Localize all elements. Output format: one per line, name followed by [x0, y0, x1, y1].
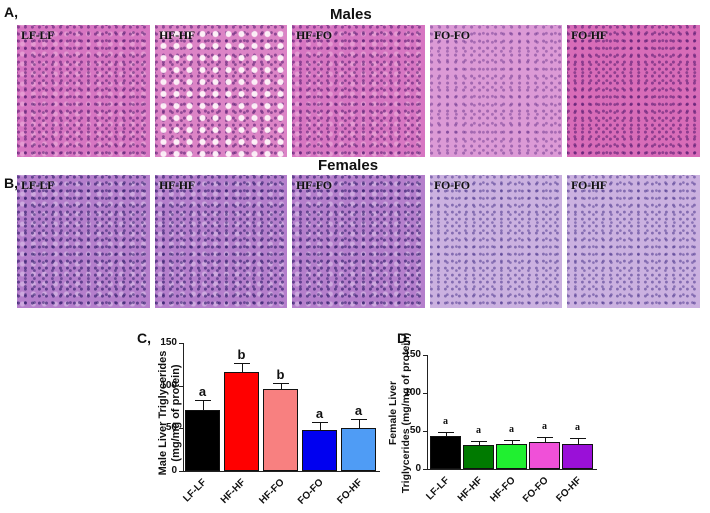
micrograph-female-lf-lf: LF-LF — [17, 175, 150, 308]
bar-fo-fo — [529, 441, 560, 469]
error-bar — [241, 362, 243, 372]
y-tick-label: 50 — [409, 425, 421, 436]
error-cap — [194, 400, 211, 402]
error-cap — [470, 440, 487, 442]
panel-d-letter: D, — [397, 330, 411, 346]
bar-lf-lf — [430, 436, 461, 469]
micrograph-label: HF-FO — [296, 178, 332, 192]
y-tick-label: 50 — [165, 422, 177, 434]
bar-fo-hf — [341, 428, 376, 471]
significance-letter: b — [237, 346, 246, 362]
x-category-label: FO-HF — [334, 477, 365, 507]
significance-letter: a — [575, 421, 580, 433]
bar-hf-hf — [224, 372, 259, 471]
error-bar — [577, 437, 579, 444]
bar-hf-fo — [263, 389, 298, 471]
error-bar — [445, 431, 447, 437]
significance-letter: a — [198, 384, 207, 400]
error-bar — [280, 383, 282, 390]
micrograph-female-fo-fo: FO-FO — [430, 175, 562, 308]
panel-b-letter: B, — [4, 175, 18, 191]
micrograph-label: FO-FO — [434, 28, 470, 42]
bar-fo-hf — [562, 443, 593, 469]
x-category-label: HF-HF — [218, 477, 248, 506]
error-bar — [319, 422, 321, 431]
y-tick-label: 0 — [415, 463, 421, 474]
error-bar — [358, 418, 360, 429]
y-tick-label: 100 — [160, 379, 177, 391]
error-bar — [544, 437, 546, 442]
panel-a-letter: A, — [4, 4, 18, 20]
bar-hf-hf — [463, 444, 494, 469]
y-tick — [423, 469, 427, 470]
micrograph-male-lf-lf: LF-LF — [17, 25, 150, 157]
x-category-label: LF-LF — [423, 475, 452, 503]
error-cap — [503, 440, 520, 442]
y-tick — [179, 428, 183, 430]
error-cap — [233, 362, 250, 364]
x-axis — [183, 471, 380, 472]
x-category-label: HF-FO — [487, 475, 518, 505]
micrograph-male-hf-fo: HF-FO — [292, 25, 425, 157]
y-tick — [423, 431, 427, 432]
significance-letter: a — [542, 421, 547, 433]
micrograph-label: FO-HF — [571, 178, 607, 192]
y-tick-label: 150 — [404, 349, 421, 360]
micrograph-label: HF-FO — [296, 28, 332, 42]
error-cap — [569, 437, 586, 439]
y-tick — [179, 343, 183, 344]
y-tick — [423, 355, 427, 356]
y-tick-label: 150 — [160, 337, 177, 348]
significance-letter: a — [443, 415, 448, 427]
error-bar — [511, 440, 513, 444]
y-tick — [423, 393, 427, 394]
micrograph-label: FO-FO — [434, 178, 470, 192]
micrograph-female-fo-hf: FO-HF — [567, 175, 700, 308]
micrograph-female-hf-hf: HF-HF — [155, 175, 287, 308]
x-category-label: HF-FO — [256, 477, 287, 507]
x-category-label: FO-FO — [520, 475, 551, 505]
y-axis — [183, 343, 184, 471]
significance-letter: a — [509, 424, 514, 436]
error-cap — [536, 437, 553, 439]
y-tick-label: 100 — [404, 387, 421, 398]
micrograph-label: LF-LF — [21, 178, 55, 192]
panel-c-letter: C, — [137, 330, 151, 346]
females-row-title: Females — [318, 157, 379, 174]
error-bar — [478, 440, 480, 445]
micrograph-label: HF-HF — [159, 178, 195, 192]
bar-fo-fo — [302, 430, 337, 471]
significance-letter: a — [354, 402, 363, 418]
males-row-title: Males — [330, 6, 372, 23]
significance-letter: a — [315, 406, 324, 422]
error-cap — [350, 418, 367, 420]
error-cap — [311, 422, 328, 424]
x-category-label: FO-FO — [295, 477, 326, 507]
micrograph-label: LF-LF — [21, 28, 55, 42]
micrograph-label: FO-HF — [571, 28, 607, 42]
significance-letter: b — [276, 367, 285, 383]
y-tick — [179, 471, 183, 472]
x-category-label: FO-HF — [553, 475, 584, 505]
error-cap — [437, 431, 454, 433]
micrograph-male-fo-hf: FO-HF — [567, 25, 700, 157]
y-tick — [179, 385, 183, 387]
error-bar — [202, 400, 204, 410]
micrograph-male-fo-fo: FO-FO — [430, 25, 562, 157]
significance-letter: a — [476, 424, 481, 436]
micrograph-male-hf-hf: HF-HF — [155, 25, 287, 157]
error-cap — [272, 383, 289, 385]
x-axis — [427, 469, 597, 470]
micrograph-female-hf-fo: HF-FO — [292, 175, 425, 308]
bar-lf-lf — [185, 409, 220, 471]
x-category-label: HF-HF — [455, 475, 485, 504]
y-axis — [427, 355, 428, 469]
y-tick-label: 0 — [171, 465, 177, 476]
bar-hf-fo — [496, 443, 527, 469]
micrograph-label: HF-HF — [159, 28, 195, 42]
